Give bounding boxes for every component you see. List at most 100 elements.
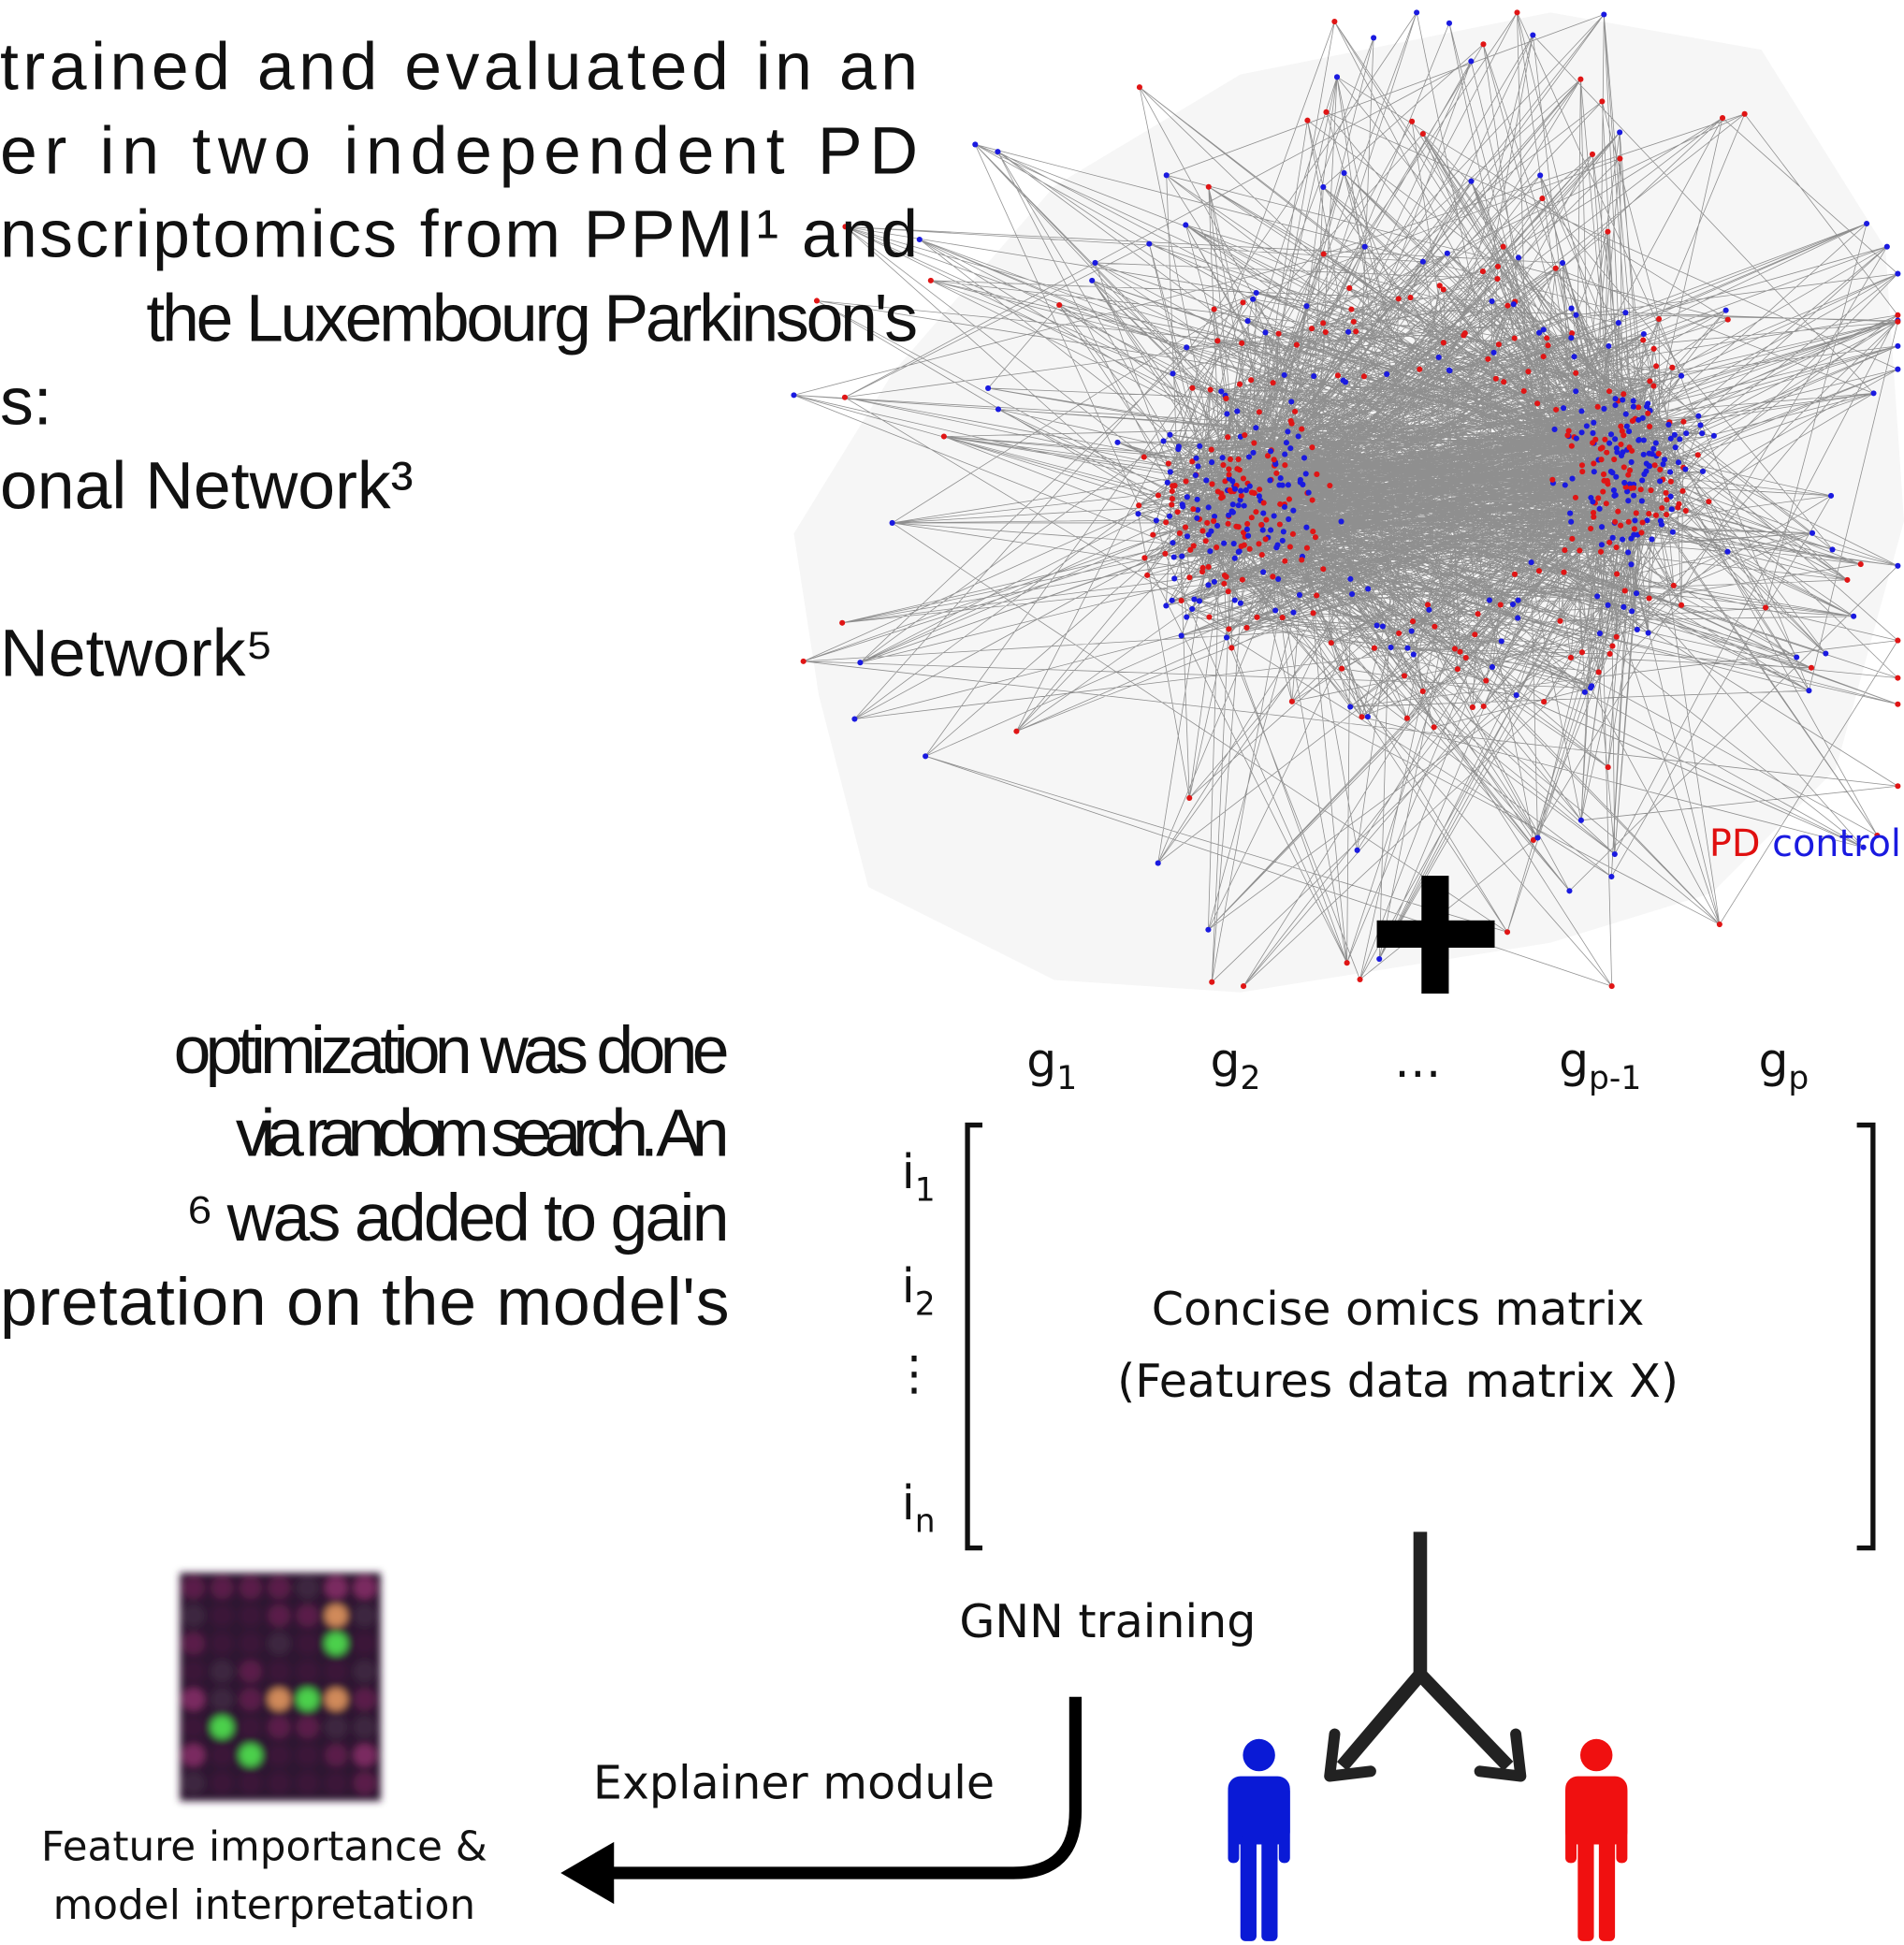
column-label-sub: p <box>1788 1060 1809 1097</box>
network-node <box>1884 244 1890 250</box>
network-node <box>1141 454 1147 459</box>
network-node <box>1220 462 1226 468</box>
network-node <box>1257 409 1262 414</box>
network-node <box>1635 627 1640 632</box>
network-node <box>1529 559 1534 565</box>
network-node <box>1437 283 1443 288</box>
network-node <box>851 716 857 721</box>
paragraph-line: ⁶ was added to gain <box>186 1181 730 1256</box>
network-node <box>1206 504 1212 510</box>
network-node <box>1425 602 1431 607</box>
matrix-label: Concise omics matrix <box>1152 1282 1645 1336</box>
network-node <box>1578 408 1584 414</box>
gnn-training: GNN training <box>959 1594 1256 1648</box>
network-node <box>1553 266 1559 271</box>
heatmap-cell <box>182 1576 205 1599</box>
network-node <box>1165 480 1170 486</box>
network-node <box>1645 400 1650 406</box>
network-node <box>1652 462 1658 468</box>
network-node <box>1651 346 1657 352</box>
network-node <box>1135 511 1141 516</box>
network-node <box>1496 341 1502 347</box>
network-node <box>1626 428 1632 434</box>
network-node <box>1557 618 1562 624</box>
network-node <box>1445 251 1450 256</box>
heatmap-cell <box>325 1633 347 1655</box>
network-node <box>1171 575 1177 581</box>
network-node <box>1209 447 1214 453</box>
network-node <box>1490 664 1495 670</box>
network-node <box>1258 522 1264 528</box>
network-node <box>1396 296 1402 301</box>
network-node <box>1323 109 1329 115</box>
column-label: … <box>1394 1033 1441 1088</box>
network-node <box>1582 689 1588 695</box>
column-label-base: g <box>1210 1033 1240 1088</box>
heatmap-cell <box>211 1688 233 1710</box>
network-node <box>1895 312 1900 318</box>
paragraph-line: er in two independent PD <box>0 114 918 189</box>
network-node <box>1591 420 1596 426</box>
network-node <box>1569 476 1575 482</box>
row-label-base: i <box>902 1144 915 1199</box>
network-node <box>1309 444 1315 450</box>
network-node <box>1228 457 1233 462</box>
person-pd <box>1565 1739 1627 1941</box>
network-node <box>1365 586 1371 591</box>
column-label: g2 <box>1210 1033 1260 1097</box>
network-node <box>1348 307 1354 312</box>
network-node <box>1561 570 1566 575</box>
feature-caption: Feature importance & <box>41 1823 487 1871</box>
network-node <box>1184 614 1189 619</box>
network-node <box>1592 469 1597 474</box>
heatmap-cell <box>240 1716 262 1738</box>
network-node <box>1515 616 1520 621</box>
row-label: i1 <box>902 1144 936 1209</box>
heatmap-cell <box>240 1688 262 1710</box>
heatmap-cell <box>354 1604 376 1627</box>
network-node <box>1573 370 1578 376</box>
network-node <box>1410 618 1416 624</box>
network-node <box>1284 440 1289 445</box>
network-node <box>1677 436 1682 442</box>
heatmap-cell <box>182 1604 205 1627</box>
network-node <box>1501 244 1506 250</box>
network-node <box>1420 689 1426 694</box>
network-node <box>801 659 807 664</box>
network-node <box>1634 510 1639 515</box>
network-node <box>1620 449 1625 455</box>
network-node <box>1170 370 1175 376</box>
network-node <box>1374 623 1380 629</box>
network-node <box>1154 517 1159 523</box>
network-node <box>1236 549 1242 555</box>
network-node <box>1346 285 1352 291</box>
network-node <box>1179 554 1185 559</box>
network-node <box>1669 365 1675 370</box>
network-node <box>1339 666 1344 672</box>
network-node <box>1244 527 1250 532</box>
figure: trained and evaluated in aner in two ind… <box>0 0 1904 1945</box>
network-node <box>1220 494 1226 500</box>
network-node <box>1504 929 1510 935</box>
network-node <box>1717 922 1722 927</box>
network-node <box>1242 503 1247 509</box>
network-node <box>1262 329 1268 335</box>
network-node <box>1056 302 1062 308</box>
network-node <box>1212 579 1217 585</box>
network-node <box>1250 297 1256 302</box>
network-node <box>1273 471 1279 476</box>
heatmap-cell <box>325 1772 347 1794</box>
network-node <box>1426 607 1432 613</box>
network-node <box>1179 632 1185 638</box>
network-node <box>1468 58 1474 64</box>
network-node <box>1664 512 1669 517</box>
network-node <box>1225 434 1230 440</box>
network-node <box>1562 482 1568 487</box>
network-node <box>1299 557 1304 562</box>
network-node <box>1490 298 1495 304</box>
heatmap-cell <box>297 1772 319 1794</box>
network-node <box>1671 583 1677 588</box>
network-node <box>1298 479 1303 485</box>
network-node <box>1679 373 1684 379</box>
network-node <box>1189 385 1195 391</box>
